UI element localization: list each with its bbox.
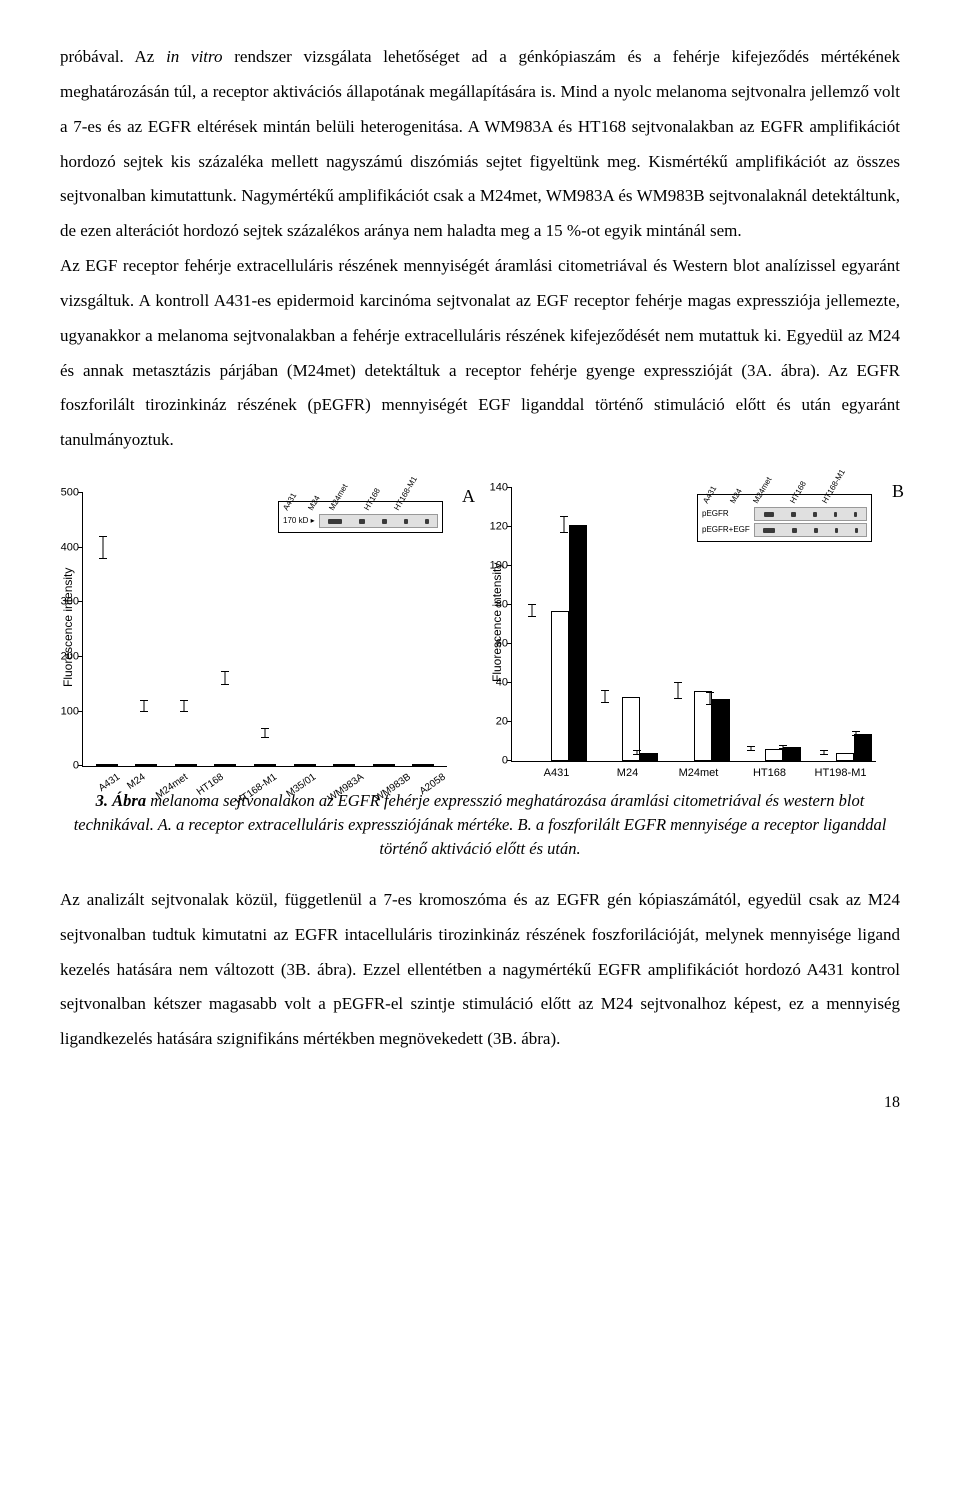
bar [166, 764, 206, 766]
ytick: 100 [478, 561, 508, 572]
bar-group [516, 488, 587, 761]
bar [364, 764, 404, 766]
xlabel: A431 [521, 768, 592, 779]
chart-b-plot: A431M24M24metHT168HT168-M1 pEGFR pEGFR+E… [511, 488, 876, 762]
xlabel: M24 [592, 768, 663, 779]
bar [324, 764, 364, 766]
xlabel: HT168 [734, 768, 805, 779]
p1-invitro: in vitro [166, 47, 222, 66]
p1-rest: rendszer vizsgálata lehetőséget ad a gén… [60, 47, 900, 240]
inset-b-row2-label: pEGFR+EGF [702, 526, 750, 534]
bar [245, 764, 285, 766]
inset-b-labels: A431M24M24metHT168HT168-M1 [702, 497, 867, 505]
chart-a-ylabel: Fluorescence intensity [60, 487, 76, 767]
ytick: 300 [49, 597, 79, 608]
chart-b-inset: A431M24M24metHT168HT168-M1 pEGFR pEGFR+E… [697, 494, 872, 542]
ytick: 120 [478, 522, 508, 533]
ytick: 0 [49, 761, 79, 772]
chart-a-plot: A431M24M24metHT168HT168-M1 170 kD ▸ 0100… [82, 493, 447, 767]
paragraph-2: Az EGF receptor fehérje extracelluláris … [60, 249, 900, 458]
inset-b-row2: pEGFR+EGF [702, 523, 867, 537]
xlabel: HT198-M1 [805, 768, 876, 779]
paragraph-3: Az analizált sejtvonalak közül, függetle… [60, 883, 900, 1057]
ytick: 500 [49, 488, 79, 499]
bar [206, 764, 246, 766]
ytick: 0 [478, 756, 508, 767]
ytick: 20 [478, 717, 508, 728]
inset-label: HT168-M1 [821, 468, 847, 505]
chart-a-xlabels: A431M24M24metHT168HT168-M1M35/01WM983AWM… [92, 769, 447, 779]
bar-group [587, 488, 658, 761]
ytick: 200 [49, 651, 79, 662]
page-number: 18 [60, 1087, 900, 1120]
panel-b: B Fluorescence intensity A431M24M24metHT… [489, 482, 900, 779]
bar [127, 764, 167, 766]
inset-a-labels: A431M24M24metHT168HT168-M1 [283, 504, 438, 512]
xlabel: M24met [663, 768, 734, 779]
bar [404, 764, 444, 766]
chart-a: Fluorescence intensity A431M24M24metHT16… [60, 487, 471, 767]
figure-caption: 3. Ábra melanoma sejtvonalakon az EGFR f… [60, 789, 900, 861]
ytick: 80 [478, 600, 508, 611]
inset-a-blot: 170 kD ▸ [283, 514, 438, 528]
inset-b-strip2 [754, 523, 867, 537]
bar [87, 764, 127, 766]
inset-b-strip1 [754, 507, 867, 521]
chart-b-xlabels: A431M24M24metHT168HT198-M1 [521, 768, 876, 779]
inset-b-row1-label: pEGFR [702, 510, 750, 518]
chart-a-inset: A431M24M24metHT168HT168-M1 170 kD ▸ [278, 501, 443, 533]
caption-rest: melanoma sejtvonalakon az EGFR fehérje e… [74, 791, 887, 858]
paragraph-1: próbával. Az in vitro rendszer vizsgálat… [60, 40, 900, 249]
p1-pre: próbával. Az [60, 47, 166, 66]
figure-3: A Fluorescence intensity A431M24M24metHT… [60, 482, 900, 779]
inset-a-marker: 170 kD ▸ [283, 517, 315, 525]
inset-b-row1: pEGFR [702, 507, 867, 521]
chart-a-bars [83, 493, 447, 766]
ytick: 400 [49, 542, 79, 553]
chart-b: Fluorescence intensity A431M24M24metHT16… [489, 482, 900, 762]
ytick: 140 [478, 483, 508, 494]
ytick: 40 [478, 678, 508, 689]
ytick: 60 [478, 639, 508, 650]
inset-a-strip [319, 514, 438, 528]
caption-bold: 3. Ábra [96, 791, 146, 810]
ytick: 100 [49, 706, 79, 717]
panel-a: A Fluorescence intensity A431M24M24metHT… [60, 487, 471, 779]
bar [285, 764, 325, 766]
